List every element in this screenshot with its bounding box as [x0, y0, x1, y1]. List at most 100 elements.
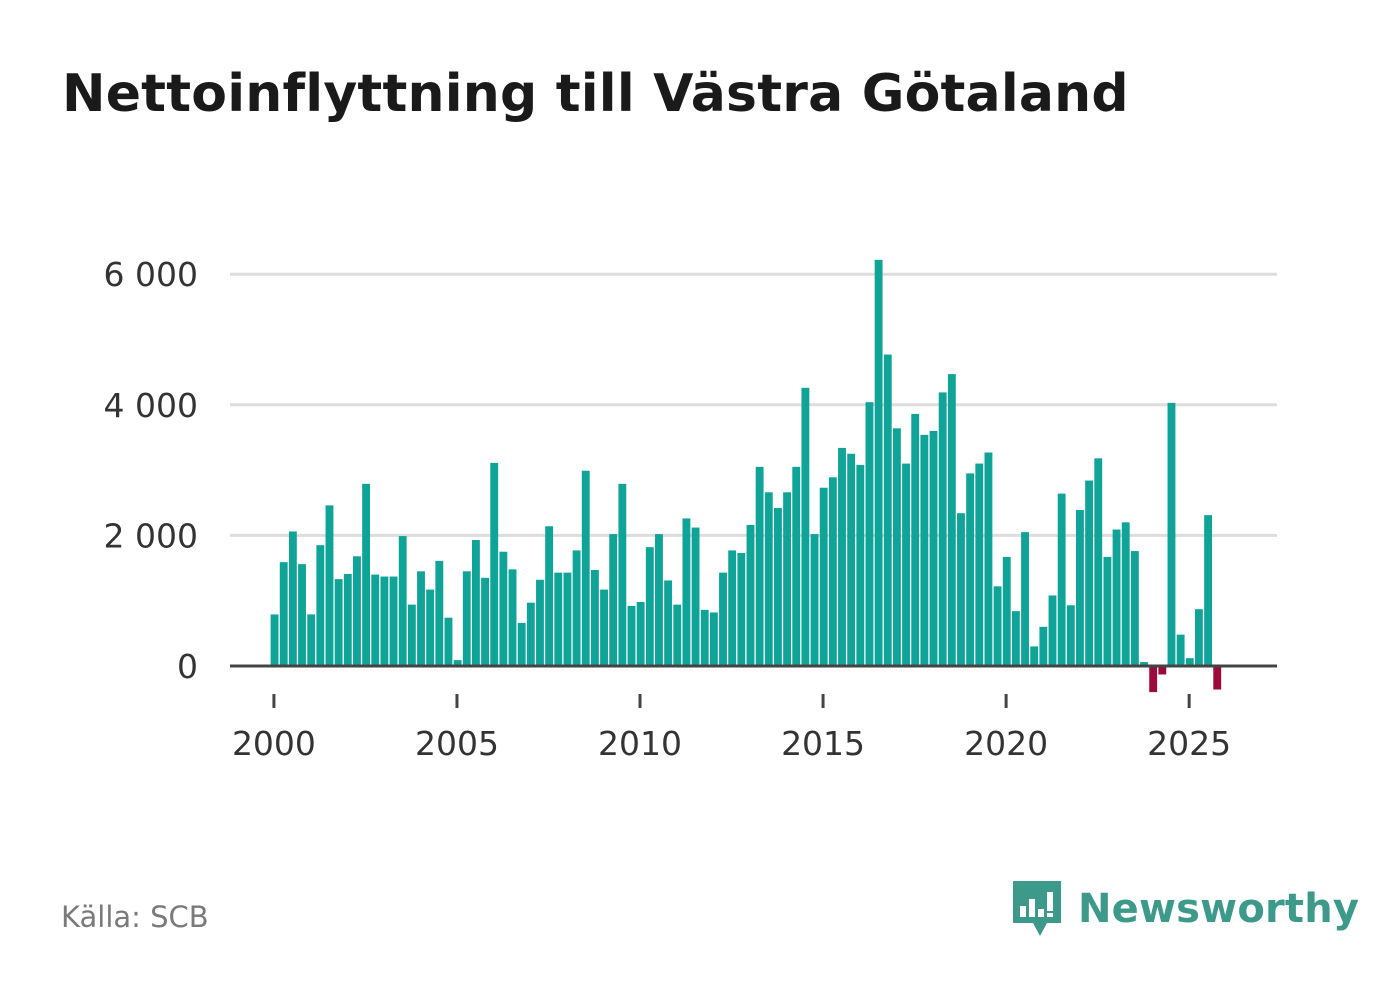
bar: [1167, 402, 1176, 666]
bar: [572, 550, 581, 666]
bar: [1185, 658, 1194, 666]
y-tick-label: 0: [177, 647, 198, 686]
bar: [490, 462, 499, 666]
brand-name: Newsworthy: [1078, 886, 1360, 932]
chart-title: Nettoinflyttning till Västra Götaland: [62, 64, 1129, 124]
bar: [993, 586, 1002, 666]
bar: [343, 573, 352, 666]
bar: [838, 447, 846, 666]
bar: [627, 605, 636, 666]
bar: [1176, 634, 1185, 666]
bar: [984, 452, 993, 666]
bar: [1076, 509, 1084, 666]
bar: [1103, 556, 1112, 666]
bar: [298, 564, 306, 666]
bar: [279, 562, 288, 666]
bar: [828, 477, 837, 666]
y-tick-label: 2 000: [104, 516, 198, 555]
bar: [481, 577, 490, 666]
bar: [774, 507, 782, 666]
bar: [947, 374, 956, 666]
bar: [938, 392, 947, 666]
bar: [1149, 666, 1158, 693]
bar: [453, 660, 462, 666]
bar: [1039, 626, 1048, 666]
bar: [1066, 605, 1075, 666]
bar: [856, 464, 865, 666]
bar: [892, 428, 901, 666]
y-tick-label: 4 000: [104, 386, 198, 425]
bar: [929, 430, 938, 666]
bar: [471, 539, 480, 666]
bar: [1194, 609, 1203, 666]
bar: [270, 614, 279, 666]
bar: [664, 580, 673, 666]
newsworthy-logo-icon: [1013, 881, 1061, 936]
bar: [462, 571, 471, 666]
bar: [1057, 493, 1066, 666]
bar: [783, 492, 792, 666]
bar: [389, 576, 398, 666]
gridlines: [230, 272, 1277, 537]
bar: [1121, 522, 1130, 666]
bar: [755, 466, 764, 666]
bar: [709, 612, 718, 666]
bars: [270, 259, 1222, 693]
bar: [398, 536, 407, 666]
x-tick-label: 2010: [598, 724, 682, 763]
bar: [380, 576, 389, 666]
bar: [700, 609, 709, 666]
bar: [325, 505, 334, 666]
x-tick-label: 2015: [781, 724, 865, 763]
bar: [618, 483, 627, 666]
x-tick-label: 2020: [964, 724, 1048, 763]
bar: [426, 589, 435, 666]
bar: [728, 550, 737, 666]
bar: [526, 602, 535, 666]
bar: [819, 487, 828, 666]
bar: [975, 463, 984, 666]
bar: [847, 453, 856, 666]
bar: [581, 470, 590, 666]
x-tick-label: 2005: [415, 724, 499, 763]
bar: [957, 513, 965, 666]
bar: [1011, 611, 1020, 666]
bar: [1213, 666, 1222, 690]
axes: [230, 664, 1277, 708]
bar: [288, 531, 297, 666]
bar: [609, 534, 618, 666]
x-tick-label: 2025: [1147, 724, 1231, 763]
bar: [563, 572, 572, 666]
bar: [737, 553, 746, 666]
bar: [1030, 646, 1039, 666]
bar: [746, 524, 755, 666]
bar: [1002, 556, 1011, 666]
bar: [417, 571, 425, 666]
bar: [1085, 480, 1094, 666]
bar: [865, 402, 874, 666]
bar: [307, 614, 316, 666]
bar: [362, 483, 371, 666]
bar: [966, 473, 975, 666]
bar: [636, 602, 645, 666]
bar: [517, 622, 526, 666]
bar: [792, 466, 801, 666]
bar: [911, 413, 920, 666]
brand-logo[interactable]: Newsworthy: [1010, 878, 1359, 940]
y-tick-label: 6 000: [104, 255, 198, 294]
bar: [874, 259, 883, 666]
bar: [801, 387, 810, 666]
tick-labels: 0 2 000 4 000 6 000 2000 2005 2010 2015 2020 2025: [104, 255, 1232, 763]
bar: [499, 551, 508, 666]
bar: [545, 526, 554, 666]
bar: [1112, 529, 1121, 666]
bar: [1021, 532, 1029, 666]
bar: [371, 574, 380, 666]
bar: [554, 572, 563, 666]
bar: [673, 604, 682, 666]
x-tick-label: 2000: [232, 724, 316, 763]
bar: [920, 434, 929, 666]
bar: [600, 589, 608, 666]
bar: [1048, 595, 1057, 666]
